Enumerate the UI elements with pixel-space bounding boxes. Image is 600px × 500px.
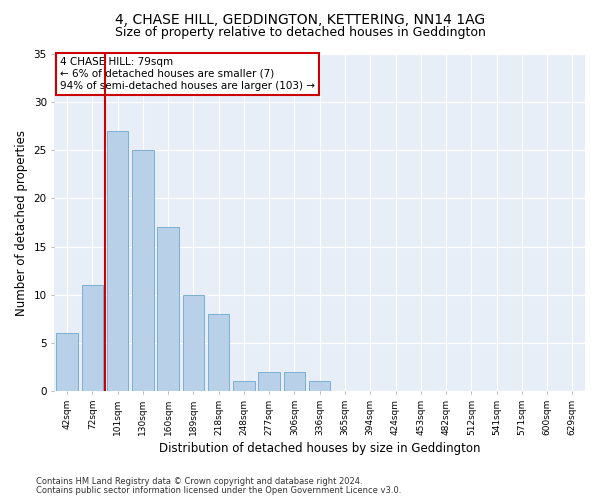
Bar [233,382,254,391]
Bar [284,372,305,391]
Text: 4, CHASE HILL, GEDDINGTON, KETTERING, NN14 1AG: 4, CHASE HILL, GEDDINGTON, KETTERING, NN… [115,12,485,26]
Text: 4 CHASE HILL: 79sqm
← 6% of detached houses are smaller (7)
94% of semi-detached: 4 CHASE HILL: 79sqm ← 6% of detached hou… [60,58,315,90]
Text: Contains HM Land Registry data © Crown copyright and database right 2024.: Contains HM Land Registry data © Crown c… [36,477,362,486]
Text: Size of property relative to detached houses in Geddington: Size of property relative to detached ho… [115,26,485,39]
Bar [132,150,154,391]
Y-axis label: Number of detached properties: Number of detached properties [15,130,28,316]
Bar [107,131,128,391]
Bar [82,285,103,391]
Bar [182,294,204,391]
Bar [56,334,78,391]
Bar [208,314,229,391]
Bar [157,228,179,391]
X-axis label: Distribution of detached houses by size in Geddington: Distribution of detached houses by size … [159,442,481,455]
Bar [309,382,331,391]
Text: Contains public sector information licensed under the Open Government Licence v3: Contains public sector information licen… [36,486,401,495]
Bar [259,372,280,391]
